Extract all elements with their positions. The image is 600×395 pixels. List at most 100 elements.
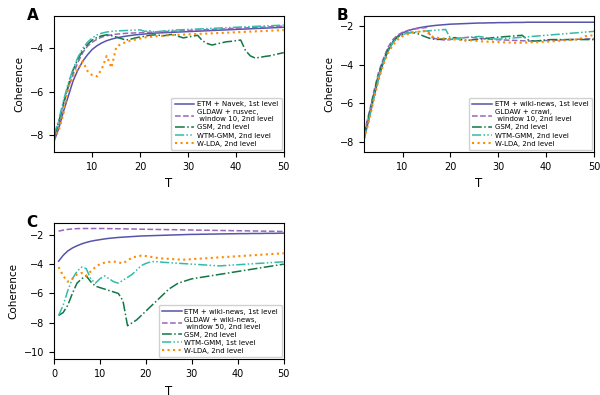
GLDAW + crawl,
 window 10, 2nd level: [514, 38, 521, 43]
W-LDA, 2nd level: [108, 66, 115, 70]
ETM + Navek, 1st level: [184, 29, 191, 34]
GLDAW + rusvec,
 window 10, 2nd level: [199, 28, 206, 32]
W-LDA, 2nd level: [79, 59, 86, 64]
WTM-GMM, 2nd level: [165, 28, 172, 33]
GSM, 2nd level: [124, 324, 131, 328]
WTM-GMM, 1st level: [133, 268, 140, 273]
WTM-GMM, 2nd level: [499, 36, 506, 41]
W-LDA, 2nd level: [70, 74, 77, 79]
ETM + Navek, 1st level: [208, 28, 215, 33]
GLDAW + crawl,
 window 10, 2nd level: [394, 32, 401, 37]
GSM, 2nd level: [170, 32, 177, 37]
GSM, 2nd level: [89, 38, 96, 42]
GLDAW + wiki-news,
 window 50, 2nd level: [170, 227, 177, 232]
WTM-GMM, 1st level: [92, 281, 99, 286]
W-LDA, 2nd level: [275, 251, 283, 256]
WTM-GMM, 1st level: [257, 261, 265, 265]
GSM, 2nd level: [404, 30, 411, 35]
W-LDA, 2nd level: [239, 254, 246, 258]
GLDAW + wiki-news,
 window 50, 2nd level: [211, 228, 218, 233]
GLDAW + rusvec,
 window 10, 2nd level: [227, 26, 235, 31]
ETM + wiki-news, 1st level: [106, 236, 113, 241]
GLDAW + crawl,
 window 10, 2nd level: [428, 35, 435, 40]
ETM + Navek, 1st level: [132, 32, 139, 37]
X-axis label: T: T: [165, 177, 173, 190]
W-LDA, 2nd level: [170, 257, 177, 261]
GSM, 2nd level: [127, 37, 134, 41]
ETM + Navek, 1st level: [127, 33, 134, 38]
ETM + Navek, 1st level: [256, 26, 263, 31]
ETM + wiki-news, 1st level: [437, 23, 445, 27]
WTM-GMM, 1st level: [69, 276, 76, 281]
GLDAW + rusvec,
 window 10, 2nd level: [165, 29, 172, 34]
GSM, 2nd level: [370, 91, 377, 96]
GLDAW + wiki-news,
 window 50, 2nd level: [193, 228, 200, 233]
WTM-GMM, 2nd level: [156, 29, 163, 34]
WTM-GMM, 2nd level: [566, 31, 574, 36]
W-LDA, 2nd level: [55, 265, 62, 269]
ETM + wiki-news, 1st level: [538, 20, 545, 24]
WTM-GMM, 2nd level: [447, 36, 454, 41]
ETM + Navek, 1st level: [199, 28, 206, 33]
GLDAW + crawl,
 window 10, 2nd level: [523, 39, 530, 43]
GLDAW + rusvec,
 window 10, 2nd level: [203, 27, 211, 32]
W-LDA, 2nd level: [271, 28, 278, 33]
GSM, 2nd level: [199, 38, 206, 43]
GSM, 2nd level: [538, 38, 545, 43]
ETM + wiki-news, 1st level: [566, 20, 574, 24]
ETM + Navek, 1st level: [118, 35, 125, 40]
W-LDA, 2nd level: [490, 40, 497, 44]
ETM + wiki-news, 1st level: [138, 233, 145, 238]
WTM-GMM, 2nd level: [275, 23, 283, 28]
GLDAW + wiki-news,
 window 50, 2nd level: [55, 229, 62, 233]
W-LDA, 2nd level: [423, 28, 430, 33]
ETM + wiki-news, 1st level: [87, 239, 94, 244]
Line: WTM-GMM, 1st level: WTM-GMM, 1st level: [59, 261, 284, 316]
WTM-GMM, 2nd level: [581, 30, 588, 34]
W-LDA, 2nd level: [94, 74, 101, 79]
GLDAW + crawl,
 window 10, 2nd level: [389, 37, 397, 42]
ETM + Navek, 1st level: [271, 25, 278, 30]
ETM + Navek, 1st level: [50, 139, 58, 144]
GLDAW + wiki-news,
 window 50, 2nd level: [280, 229, 287, 234]
ETM + wiki-news, 1st level: [271, 231, 278, 236]
ETM + wiki-news, 1st level: [161, 233, 168, 238]
ETM + wiki-news, 1st level: [375, 76, 382, 81]
ETM + wiki-news, 1st level: [97, 237, 104, 242]
WTM-GMM, 2nd level: [142, 29, 149, 34]
ETM + wiki-news, 1st level: [128, 234, 136, 239]
GLDAW + wiki-news,
 window 50, 2nd level: [234, 228, 241, 233]
W-LDA, 2nd level: [179, 258, 186, 262]
W-LDA, 2nd level: [466, 38, 473, 43]
GSM, 2nd level: [225, 271, 232, 275]
ETM + wiki-news, 1st level: [523, 20, 530, 24]
W-LDA, 2nd level: [389, 43, 397, 47]
ETM + wiki-news, 1st level: [485, 21, 492, 25]
GLDAW + wiki-news,
 window 50, 2nd level: [106, 226, 113, 231]
W-LDA, 2nd level: [248, 253, 255, 258]
W-LDA, 2nd level: [211, 255, 218, 260]
ETM + wiki-news, 1st level: [509, 20, 516, 25]
ETM + wiki-news, 1st level: [385, 49, 392, 53]
WTM-GMM, 1st level: [253, 261, 260, 266]
GSM, 2nd level: [65, 83, 72, 87]
GSM, 2nd level: [490, 35, 497, 40]
GSM, 2nd level: [179, 279, 186, 284]
ETM + wiki-news, 1st level: [514, 20, 521, 25]
GLDAW + rusvec,
 window 10, 2nd level: [151, 30, 158, 34]
GSM, 2nd level: [361, 132, 368, 137]
GLDAW + wiki-news,
 window 50, 2nd level: [253, 229, 260, 233]
Legend: ETM + wiki-news, 1st level, GLDAW + wiki-news,
 window 50, 2nd level, GSM, 2nd l: ETM + wiki-news, 1st level, GLDAW + wiki…: [159, 305, 282, 357]
W-LDA, 2nd level: [188, 257, 196, 261]
WTM-GMM, 2nd level: [271, 23, 278, 28]
Line: ETM + wiki-news, 1st level: ETM + wiki-news, 1st level: [364, 22, 594, 139]
WTM-GMM, 2nd level: [137, 28, 144, 32]
GLDAW + wiki-news,
 window 50, 2nd level: [110, 226, 118, 231]
WTM-GMM, 2nd level: [65, 81, 72, 85]
WTM-GMM, 2nd level: [50, 132, 58, 137]
GLDAW + rusvec,
 window 10, 2nd level: [218, 26, 225, 31]
ETM + wiki-news, 1st level: [476, 21, 483, 25]
GSM, 2nd level: [197, 275, 205, 280]
WTM-GMM, 1st level: [78, 265, 85, 269]
GSM, 2nd level: [547, 37, 554, 42]
